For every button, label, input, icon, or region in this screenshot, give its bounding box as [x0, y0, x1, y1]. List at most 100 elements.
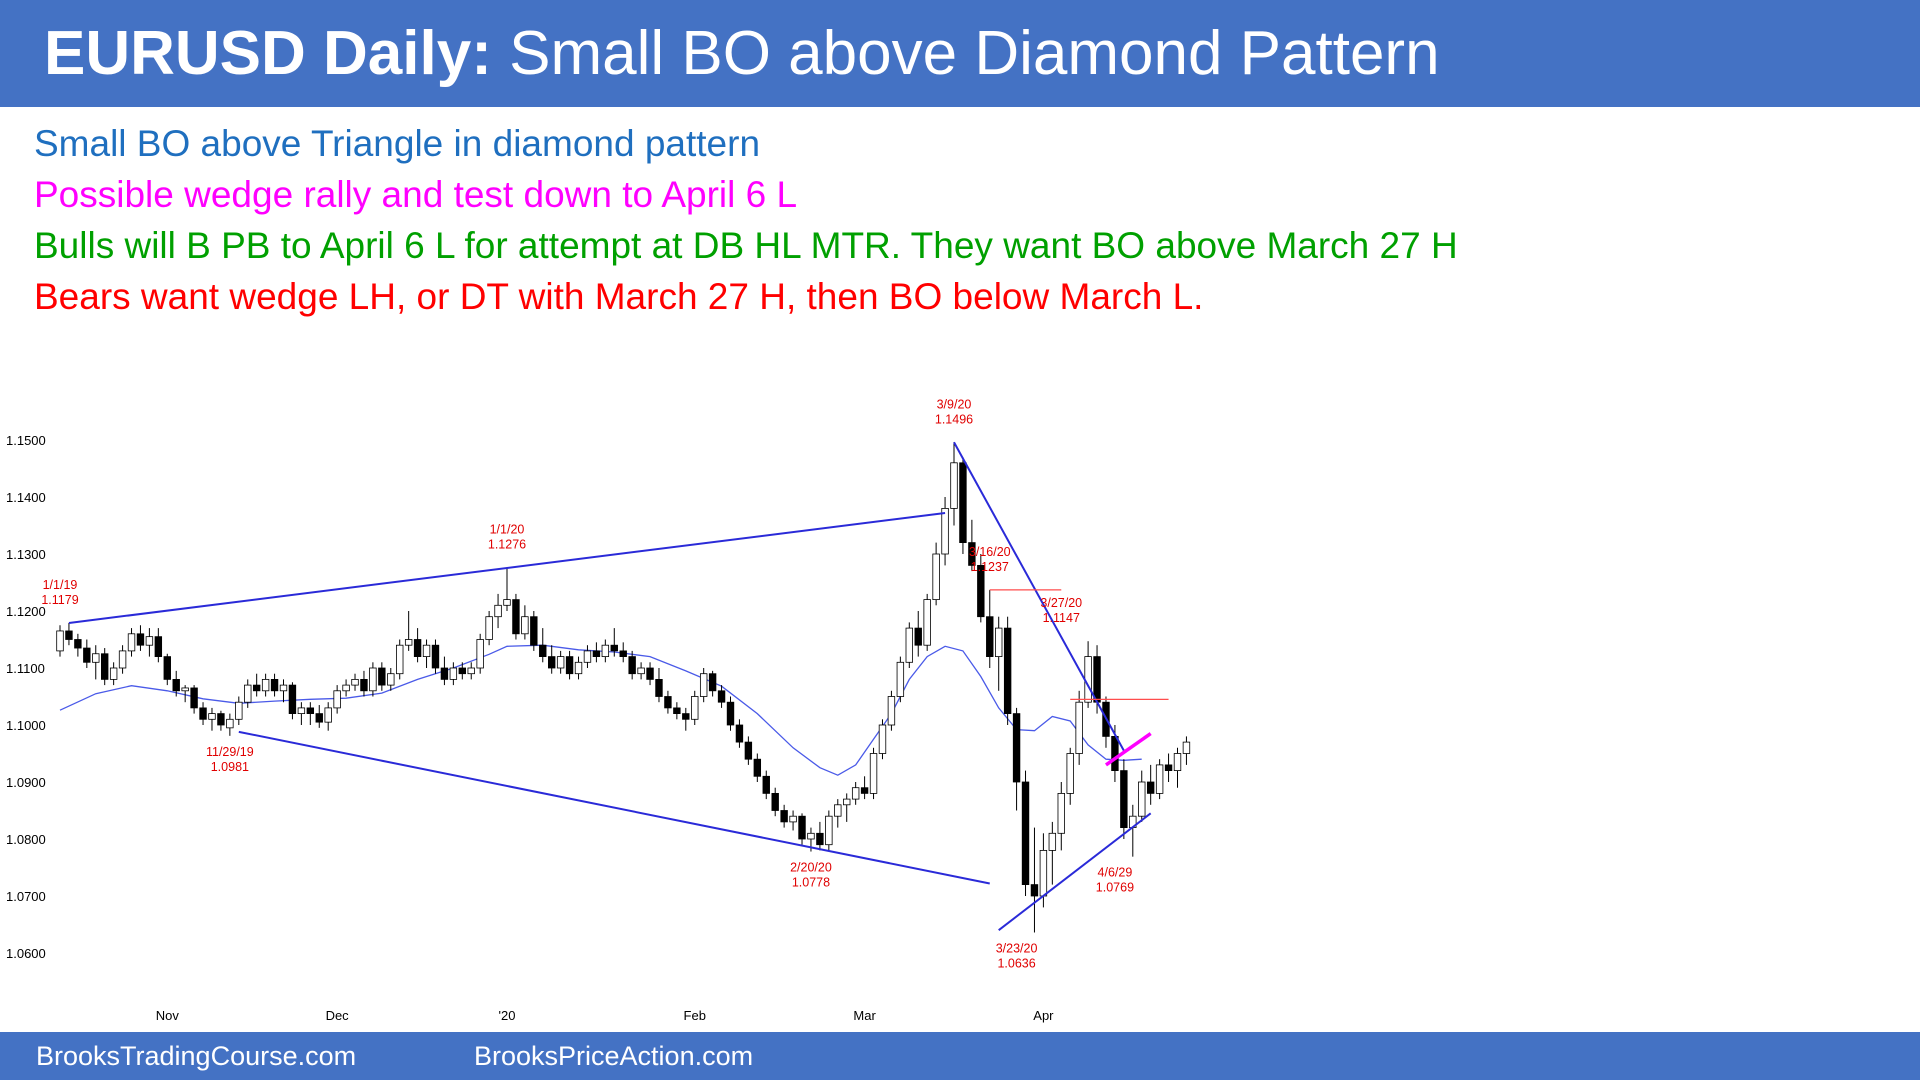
candle-body: [127, 633, 136, 652]
price-annotation: 1.1496: [935, 412, 973, 426]
candle-body: [682, 713, 690, 720]
x-tick-label: Mar: [853, 1008, 876, 1023]
candle-body: [181, 687, 189, 692]
candle-body: [932, 553, 940, 600]
candle-body: [1012, 713, 1021, 783]
candle-body: [896, 661, 905, 697]
candle-body: [646, 667, 654, 680]
y-tick-label: 1.0600: [6, 946, 46, 961]
candle-body: [1093, 656, 1101, 703]
candle-body: [288, 684, 297, 715]
candle-body: [655, 678, 663, 697]
candle-body: [208, 713, 216, 720]
candle-body: [360, 678, 368, 692]
x-tick-label: '20: [499, 1008, 516, 1023]
candle-body: [816, 832, 824, 846]
candle-body: [279, 684, 288, 692]
upper-diamond: [68, 511, 946, 624]
note-line-1: Small BO above Triangle in diamond patte…: [34, 123, 761, 164]
price-annotation: 11/29/19: [206, 745, 254, 759]
candle-body: [1048, 832, 1057, 851]
candle-body: [1003, 627, 1012, 715]
price-annotation: 1/1/19: [43, 578, 78, 592]
candle-body: [315, 713, 323, 723]
y-tick-label: 1.1400: [6, 490, 46, 505]
candle-body: [834, 804, 842, 817]
candle-body: [565, 656, 574, 675]
candle-body: [1182, 741, 1191, 754]
candle-body: [226, 718, 234, 729]
candle-body: [297, 707, 306, 714]
candle-body: [574, 661, 583, 675]
footer-left-link[interactable]: BrooksTradingCourse.com: [36, 1041, 357, 1071]
note-line-2: Possible wedge rally and test down to Ap…: [34, 174, 798, 215]
candle-body: [485, 616, 493, 640]
header-bar: EURUSD Daily: Small BO above Diamond Pat…: [0, 0, 1920, 107]
candle-body: [851, 787, 860, 800]
candle-body: [449, 667, 458, 680]
y-tick-label: 1.1200: [6, 604, 46, 619]
triangle-lower: [998, 812, 1152, 931]
notes-block: Small BO above Triangle in diamond patte…: [34, 118, 1458, 322]
candle-body: [467, 667, 475, 675]
candle-body: [771, 792, 779, 811]
candle-body: [1155, 764, 1164, 794]
candle-body: [1057, 792, 1065, 834]
candle-body: [252, 684, 261, 692]
moving-average-line: [59, 644, 1142, 776]
y-tick-label: 1.1000: [6, 718, 46, 733]
price-annotation: 1/1/20: [490, 523, 525, 537]
candle-body: [56, 630, 64, 652]
candle-body: [914, 627, 922, 646]
price-annotation: 1.1147: [1043, 611, 1080, 625]
candle-body: [74, 639, 82, 649]
page-title: EURUSD Daily: Small BO above Diamond Pat…: [44, 18, 1440, 90]
candle-body: [1120, 770, 1128, 829]
price-annotation: 1.1276: [488, 538, 526, 552]
candle-body: [556, 656, 565, 669]
candle-body: [726, 701, 735, 726]
y-tick-label: 1.1300: [6, 547, 46, 562]
candlestick-chart: 1.0600 1.0700 1.0800 1.0900 1.1000 1.1100 1.12…: [6, 397, 1191, 1023]
footer-bar: BrooksTradingCourse.com BrooksPriceActio…: [0, 1032, 1920, 1080]
candle-body: [1111, 735, 1119, 771]
candle-body: [887, 696, 896, 726]
candle-body: [699, 673, 708, 697]
note-line-4: Bears want wedge LH, or DT with March 27…: [34, 276, 1204, 317]
candle-body: [923, 599, 931, 646]
candle-body: [503, 599, 511, 606]
candle-body: [869, 753, 878, 794]
candle-body: [1173, 753, 1182, 772]
candle-body: [825, 815, 833, 846]
price-annotation: 1.0778: [792, 876, 830, 890]
candle-body: [905, 627, 913, 663]
candle-body: [163, 656, 171, 680]
price-annotation: 3/23/20: [996, 941, 1038, 955]
candle-body: [744, 741, 753, 760]
candle-body: [664, 696, 672, 709]
candle-body: [172, 678, 180, 692]
lower-diamond: [238, 730, 990, 885]
candle-body: [145, 636, 154, 646]
candle-body: [1164, 764, 1173, 771]
candle-body: [968, 542, 976, 566]
x-tick-label: Dec: [326, 1008, 350, 1023]
candle-body: [1021, 781, 1030, 885]
footer-right-link[interactable]: BrooksPriceAction.com: [474, 1041, 754, 1071]
y-tick-label: 1.0900: [6, 775, 46, 790]
candle-body: [610, 644, 618, 652]
x-tick-label: Feb: [684, 1008, 706, 1023]
candle-body: [950, 462, 958, 509]
candle-body: [387, 673, 395, 686]
candle-body: [217, 713, 225, 726]
candle-body: [583, 650, 592, 663]
candle-body: [637, 667, 645, 675]
price-annotation: 4/6/29: [1098, 866, 1133, 880]
candle-body: [977, 564, 985, 618]
candle-body: [995, 627, 1003, 658]
candle-body: [333, 690, 341, 709]
price-annotation: 1.1179: [41, 593, 78, 607]
price-annotation: 3/9/20: [937, 397, 972, 411]
y-tick-label: 1.0800: [6, 832, 46, 847]
candle-body: [476, 639, 484, 669]
